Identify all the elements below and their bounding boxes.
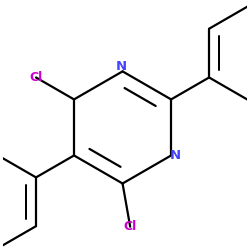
Text: N: N <box>116 60 127 74</box>
Text: Cl: Cl <box>124 220 137 233</box>
Text: Cl: Cl <box>30 71 43 84</box>
Text: N: N <box>170 149 181 162</box>
